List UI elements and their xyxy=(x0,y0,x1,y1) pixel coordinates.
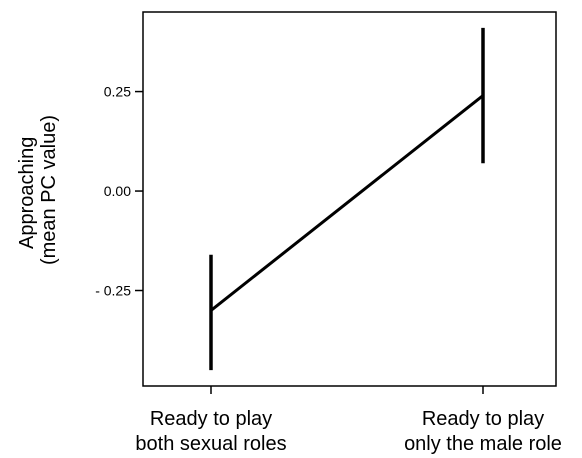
x-tick-label: Ready to play both sexual roles xyxy=(135,408,286,455)
y-axis-label-line-1: Approaching xyxy=(16,137,38,249)
y-tick-label: - 0.25 xyxy=(95,283,131,299)
y-tick-label: 0.00 xyxy=(104,183,131,199)
y-axis-ticks: - 0.25 0.00 0.25 xyxy=(95,84,143,299)
x-tick-label-line: Ready to play xyxy=(150,408,272,430)
x-tick-label-line: both sexual roles xyxy=(135,433,286,455)
y-axis-label: Approaching (mean PC value) xyxy=(16,115,60,265)
y-tick-label: 0.25 xyxy=(104,84,131,100)
y-axis-label-line-2: (mean PC value) xyxy=(38,115,60,265)
series-line xyxy=(210,94,484,312)
x-tick-label: Ready to play only the male role xyxy=(404,408,562,455)
series-layer xyxy=(209,27,485,371)
plot-frame xyxy=(142,11,557,387)
x-tick-label-line: only the male role xyxy=(404,433,562,455)
x-tick-label-line: Ready to play xyxy=(422,408,544,430)
